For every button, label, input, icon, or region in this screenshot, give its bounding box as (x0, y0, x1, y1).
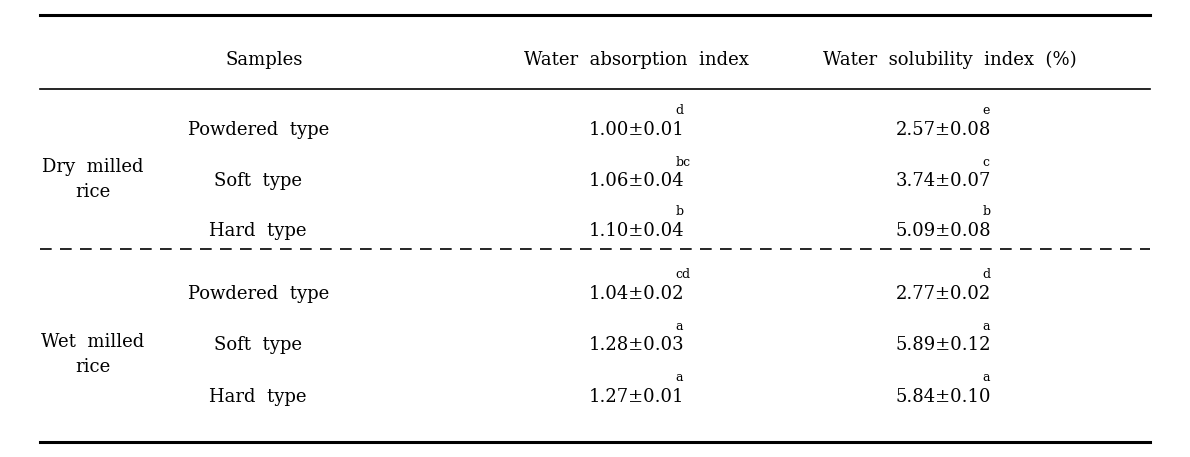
Text: 1.06±0.04: 1.06±0.04 (589, 172, 684, 191)
Text: bc: bc (676, 156, 690, 169)
Text: b: b (983, 205, 991, 218)
Text: Dry  milled
rice: Dry milled rice (42, 158, 144, 201)
Text: 2.57±0.08: 2.57±0.08 (896, 121, 991, 139)
Text: 1.27±0.01: 1.27±0.01 (589, 388, 684, 406)
Text: Water  solubility  index  (%): Water solubility index (%) (822, 51, 1076, 69)
Text: Soft  type: Soft type (214, 172, 302, 191)
Text: Hard  type: Hard type (209, 388, 307, 406)
Text: 5.84±0.10: 5.84±0.10 (896, 388, 991, 406)
Text: e: e (983, 104, 990, 117)
Text: 1.00±0.01: 1.00±0.01 (589, 121, 684, 139)
Text: c: c (983, 156, 990, 169)
Text: a: a (676, 371, 683, 384)
Text: d: d (676, 104, 684, 117)
Text: 1.10±0.04: 1.10±0.04 (589, 222, 684, 240)
Text: cd: cd (676, 268, 690, 281)
Text: Powdered  type: Powdered type (188, 285, 328, 303)
Text: b: b (676, 205, 684, 218)
Text: Wet  milled
rice: Wet milled rice (42, 333, 144, 376)
Text: 5.89±0.12: 5.89±0.12 (896, 336, 991, 354)
Text: Powdered  type: Powdered type (188, 121, 328, 139)
Text: Samples: Samples (225, 51, 302, 69)
Text: d: d (983, 268, 991, 281)
Text: 5.09±0.08: 5.09±0.08 (896, 222, 991, 240)
Text: Soft  type: Soft type (214, 336, 302, 354)
Text: 1.04±0.02: 1.04±0.02 (589, 285, 684, 303)
Text: a: a (983, 319, 990, 333)
Text: Water  absorption  index: Water absorption index (524, 51, 749, 69)
Text: 3.74±0.07: 3.74±0.07 (896, 172, 991, 191)
Text: a: a (983, 371, 990, 384)
Text: a: a (676, 319, 683, 333)
Text: Hard  type: Hard type (209, 222, 307, 240)
Text: 2.77±0.02: 2.77±0.02 (896, 285, 991, 303)
Text: 1.28±0.03: 1.28±0.03 (589, 336, 684, 354)
